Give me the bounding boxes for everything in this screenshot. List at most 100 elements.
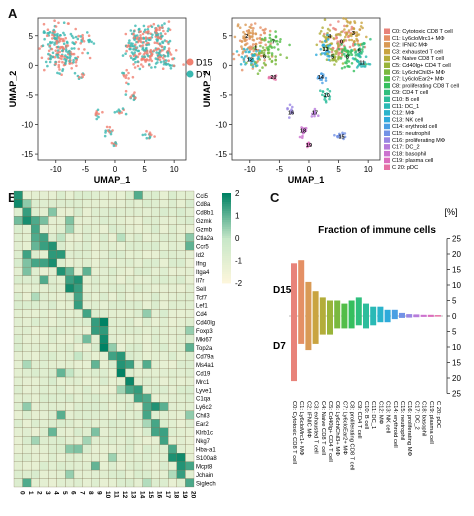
heatmap-cell xyxy=(73,453,83,462)
heatmap-cell xyxy=(142,393,152,403)
umap-cell-point xyxy=(334,49,337,53)
heatmap-cell xyxy=(39,478,49,488)
umap-cell-point xyxy=(46,28,50,32)
heatmap-cell xyxy=(159,292,169,302)
umap-cell-point xyxy=(60,73,63,76)
umap-cell-point xyxy=(62,42,66,45)
heatmap-cell xyxy=(31,233,40,242)
heatmap-gene-label: Ccl5 xyxy=(196,194,209,200)
umap-cell-point xyxy=(48,60,52,64)
cluster-legend-swatch xyxy=(384,89,390,96)
heatmap-cell xyxy=(185,233,195,242)
heatmap-cell xyxy=(31,250,40,259)
heatmap-cell xyxy=(176,241,186,251)
fraction-category-label: C3: exhausted T cell xyxy=(313,401,319,454)
umap-cell-point xyxy=(259,26,262,29)
heatmap-cell xyxy=(185,250,195,259)
umap-cell-point xyxy=(133,66,137,69)
umap-cell-point xyxy=(50,47,54,51)
umap-cell-point xyxy=(143,28,147,32)
heatmap-cell xyxy=(56,427,66,437)
heatmap-cell xyxy=(108,309,117,318)
umap-cell-point xyxy=(321,40,324,44)
heatmap-cell xyxy=(168,224,177,234)
heatmap-cell xyxy=(22,351,32,361)
heatmap-cell xyxy=(99,410,109,420)
umap-cell-point xyxy=(128,39,131,42)
umap-cell-point xyxy=(64,62,67,65)
cluster-legend-swatch xyxy=(384,55,390,62)
fraction-y-tick: 0 xyxy=(452,312,457,321)
cluster-legend-label: C16: proliferating MΦ xyxy=(392,138,446,144)
heatmap-cell xyxy=(91,343,100,352)
umap-cell-point xyxy=(55,39,59,43)
heatmap-cell xyxy=(65,224,75,234)
umap-cell-point xyxy=(72,36,75,40)
umap-cluster-marker: 9 xyxy=(358,49,361,55)
heatmap-scale-tick: -2 xyxy=(235,279,243,288)
heatmap-cell xyxy=(31,360,40,369)
umap-cell-point xyxy=(153,41,157,44)
heatmap-cell xyxy=(108,469,117,479)
heatmap-cell xyxy=(91,376,100,386)
umap-cluster-marker: 18 xyxy=(300,128,306,134)
heatmap-cell xyxy=(108,258,117,268)
umap-cell-point xyxy=(259,44,262,48)
umap-cell-point xyxy=(348,34,351,37)
heatmap-cell xyxy=(168,250,177,259)
umap-cell-point xyxy=(344,35,347,39)
umap-cell-point xyxy=(141,65,145,68)
heatmap-cell xyxy=(99,190,109,200)
umap-cell-point xyxy=(132,33,135,36)
heatmap-cell xyxy=(133,250,143,259)
heatmap-cell xyxy=(91,258,100,268)
heatmap-cell xyxy=(108,283,117,293)
heatmap-cell xyxy=(39,283,49,293)
umap-cell-point xyxy=(74,27,77,31)
umap-cell-point xyxy=(47,49,51,53)
umap-cell-point xyxy=(267,45,271,49)
heatmap-cell xyxy=(31,224,40,234)
umap-cell-point xyxy=(136,64,140,68)
umap-cell-point xyxy=(56,32,59,36)
d15-label: D15 xyxy=(273,285,292,296)
heatmap-cell xyxy=(108,478,117,488)
heatmap-cell xyxy=(65,478,75,488)
heatmap-cell xyxy=(73,266,83,276)
umap-cluster-marker: 15 xyxy=(338,134,344,140)
heatmap-cell xyxy=(142,351,152,361)
heatmap-cell xyxy=(185,309,195,318)
umap-cluster-marker: 17 xyxy=(312,111,318,117)
heatmap-cell xyxy=(99,478,109,488)
heatmap-cell xyxy=(168,199,177,209)
heatmap-cluster-label: 5 xyxy=(61,491,68,495)
heatmap-cell xyxy=(159,343,169,352)
cluster-legend-label: C10: B cell xyxy=(392,97,419,103)
heatmap-cell xyxy=(151,461,160,471)
heatmap-cell xyxy=(99,385,109,395)
heatmap-cell xyxy=(91,266,100,276)
heatmap-cell xyxy=(116,444,126,454)
heatmap-cell xyxy=(159,427,169,437)
fraction-bar-d15 xyxy=(427,314,434,316)
heatmap-cell xyxy=(151,453,160,462)
heatmap-cell xyxy=(82,216,92,225)
heatmap-cell xyxy=(133,402,143,412)
cluster-legend-swatch xyxy=(384,76,390,82)
umap-cell-point xyxy=(326,88,330,91)
umap-cell-point xyxy=(317,75,320,78)
umap-cell-point xyxy=(132,98,136,102)
umap-y-tick: -10 xyxy=(215,121,227,130)
heatmap-cell xyxy=(22,207,32,217)
heatmap-gene-label: Chil3 xyxy=(196,414,210,420)
heatmap-cell xyxy=(142,368,152,378)
heatmap-cell xyxy=(159,258,169,268)
heatmap-cell xyxy=(185,199,195,209)
umap-cell-point xyxy=(125,81,128,85)
umap-cell-point xyxy=(337,57,340,61)
umap-cell-point xyxy=(121,54,125,57)
heatmap-cell xyxy=(142,275,152,285)
heatmap-cell xyxy=(133,461,143,471)
heatmap-cell xyxy=(73,436,83,445)
